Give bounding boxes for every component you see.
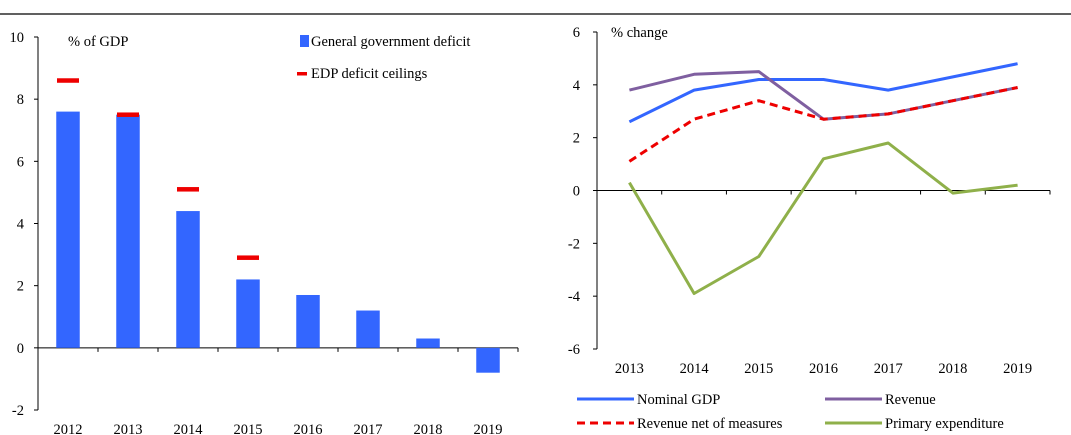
deficit-bar	[416, 338, 440, 348]
ceiling-marker	[177, 187, 199, 192]
deficit-bars	[56, 111, 500, 373]
revenue-expenditure-line-chart: % change -6 -4 -2 0 2 4 6 2013 2014 2015 2016 2017…	[568, 25, 1051, 432]
right-y-tick-label: 4	[573, 78, 581, 94]
left-ylabel: % of GDP	[68, 34, 128, 50]
right-y-tick-label: -2	[568, 236, 580, 252]
deficit-bar	[56, 111, 80, 348]
right-y-tick-label: 2	[573, 131, 580, 147]
right-x-tick-label: 2015	[744, 361, 773, 377]
series-line-revenue-net-of-measures	[628, 86, 1018, 163]
right-y-tick-label: 0	[573, 184, 580, 200]
left-y-axis: -2 0 2 4 6 8 10	[10, 30, 39, 419]
right-x-axis: 2013 2014 2015 2016 2017 2018 2019	[596, 190, 1051, 377]
right-y-tick-label: -6	[568, 342, 580, 358]
left-y-tick-label: 8	[17, 92, 24, 108]
deficit-bar	[176, 211, 200, 348]
ceiling-markers	[57, 78, 259, 260]
series-line-primary-expenditure	[628, 141, 1018, 295]
right-x-tick-label: 2016	[809, 361, 838, 377]
right-x-tick-label: 2017	[874, 361, 903, 377]
left-x-tick-label: 2016	[294, 422, 323, 435]
legend-label-ceiling: EDP deficit ceilings	[311, 66, 428, 82]
deficit-bar	[296, 294, 320, 348]
right-x-tick-label: 2014	[680, 361, 710, 377]
left-y-tick-label: 2	[17, 279, 24, 295]
right-legend: Nominal GDP Revenue Revenue net of measu…	[577, 392, 1004, 432]
left-x-tick-label: 2012	[54, 422, 83, 435]
deficit-bar	[116, 114, 140, 348]
left-x-tick-label: 2017	[354, 422, 383, 435]
legend-label-revenue-net: Revenue net of measures	[637, 416, 783, 432]
right-ylabel: % change	[611, 25, 668, 41]
legend-swatch-ceiling	[297, 72, 307, 76]
left-x-axis: 2012 2013 2014 2015 2016 2017 2018 2019	[37, 347, 519, 435]
ceiling-marker	[57, 78, 79, 83]
legend-swatch-deficit	[300, 35, 309, 47]
series-line-nominal-gdp	[628, 62, 1018, 124]
legend-label-primary-expenditure: Primary expenditure	[885, 416, 1004, 432]
right-x-tick-label: 2018	[938, 361, 967, 377]
right-y-axis: -6 -4 -2 0 2 4 6	[568, 25, 598, 358]
left-x-tick-label: 2013	[114, 422, 143, 435]
right-y-tick-label: -4	[568, 289, 581, 305]
left-y-tick-label: 0	[17, 341, 24, 357]
deficit-bar	[356, 310, 380, 348]
left-x-tick-label: 2018	[414, 422, 443, 435]
legend-label-nominal-gdp: Nominal GDP	[637, 392, 720, 408]
right-y-tick-label: 6	[573, 25, 580, 41]
deficit-bar	[236, 279, 260, 348]
left-y-tick-label: 10	[10, 30, 25, 46]
left-x-tick-label: 2019	[474, 422, 503, 435]
left-y-tick-label: -2	[12, 403, 24, 419]
left-x-tick-label: 2014	[174, 422, 204, 435]
left-legend: General government deficit EDP deficit c…	[297, 34, 470, 82]
legend-label-deficit: General government deficit	[311, 34, 470, 50]
deficit-bar	[476, 347, 500, 373]
right-x-tick-label: 2019	[1003, 361, 1032, 377]
right-x-tick-label: 2013	[615, 361, 644, 377]
series-lines	[628, 62, 1018, 295]
left-x-tick-label: 2015	[234, 422, 263, 435]
ceiling-marker	[237, 255, 259, 260]
ceiling-marker	[117, 112, 139, 117]
legend-label-revenue: Revenue	[885, 392, 936, 408]
left-y-tick-label: 4	[17, 217, 25, 233]
left-y-tick-label: 6	[17, 154, 24, 170]
